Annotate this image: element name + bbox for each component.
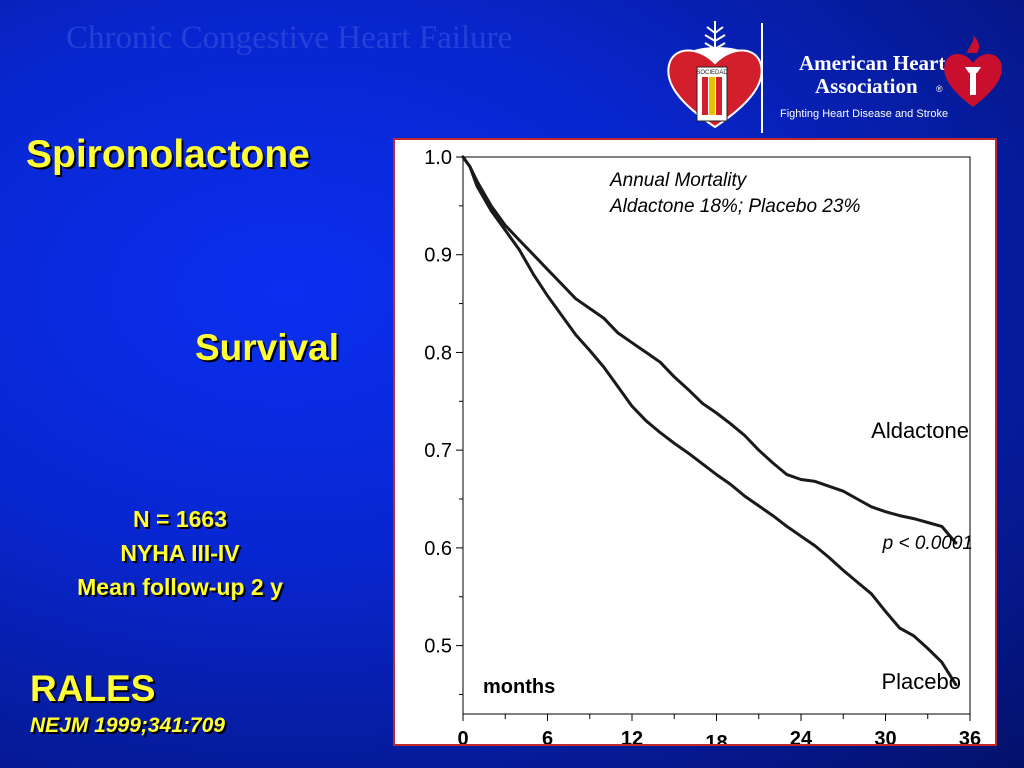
y-tick-label: 0.5 (424, 636, 452, 658)
study-details: N = 1663 NYHA III-IV Mean follow-up 2 y (30, 502, 330, 604)
logo-area: SOCIEDAD American Heart Association ® Fi… (655, 15, 1015, 140)
annotation-title: Annual Mortality (609, 170, 748, 191)
sample-size: N = 1663 (133, 506, 227, 532)
x-tick-label: 36 (959, 728, 981, 744)
series-label-aldactone: Aldactone (871, 418, 969, 443)
x-axis-tick-labels: 0 6 12 18 24 30 36 (457, 728, 981, 744)
trial-name: RALES (30, 668, 156, 709)
series-line-aldactone (461, 155, 958, 545)
p-value: p < 0.0001 (882, 533, 973, 554)
x-tick-label: 6 (542, 728, 553, 744)
chart-frame: 1.0 0.9 0.8 0.7 0.6 0.5 0 6 12 18 24 30 36 Annual M… (393, 138, 997, 746)
aha-tagline: Fighting Heart Disease and Stroke (780, 108, 948, 120)
aha-heart-torch-icon (944, 35, 1002, 107)
x-tick-label: 24 (790, 728, 813, 744)
aha-name-line1: American Heart (799, 51, 945, 75)
aha-name-line2: Association (815, 74, 918, 98)
slide-title: Chronic Congestive Heart Failure (66, 20, 513, 56)
y-tick-label: 1.0 (424, 147, 452, 169)
nyha-class: NYHA III-IV (120, 540, 240, 566)
citation: NEJM 1999;341:709 (30, 714, 225, 737)
y-tick-label: 0.7 (424, 440, 452, 462)
y-axis-tick-labels: 1.0 0.9 0.8 0.7 0.6 0.5 (424, 147, 452, 658)
drug-title: Spironolactone (26, 133, 310, 176)
x-tick-label: 30 (874, 728, 896, 744)
series-label-placebo: Placebo (881, 669, 961, 694)
society-logo-text: SOCIEDAD (696, 70, 728, 76)
society-logo-icon: SOCIEDAD (667, 21, 763, 129)
x-axis-label: months (483, 676, 555, 698)
y-tick-label: 0.6 (424, 538, 452, 560)
annotation-mortality: Aldactone 18%; Placebo 23% (609, 196, 860, 217)
x-tick-label: 12 (621, 728, 643, 744)
x-tick-label: 18 (705, 732, 727, 744)
x-tick-label: 0 (457, 728, 468, 744)
y-tick-label: 0.8 (424, 342, 452, 364)
section-label: Survival (195, 327, 339, 368)
y-tick-label: 0.9 (424, 245, 452, 267)
axis-ticks (456, 156, 971, 721)
series-line-placebo (461, 155, 958, 687)
aha-registered-mark: ® (936, 84, 943, 94)
series-lines (461, 155, 958, 687)
survival-chart: 1.0 0.9 0.8 0.7 0.6 0.5 0 6 12 18 24 30 36 Annual M… (424, 147, 981, 744)
follow-up: Mean follow-up 2 y (77, 574, 283, 600)
